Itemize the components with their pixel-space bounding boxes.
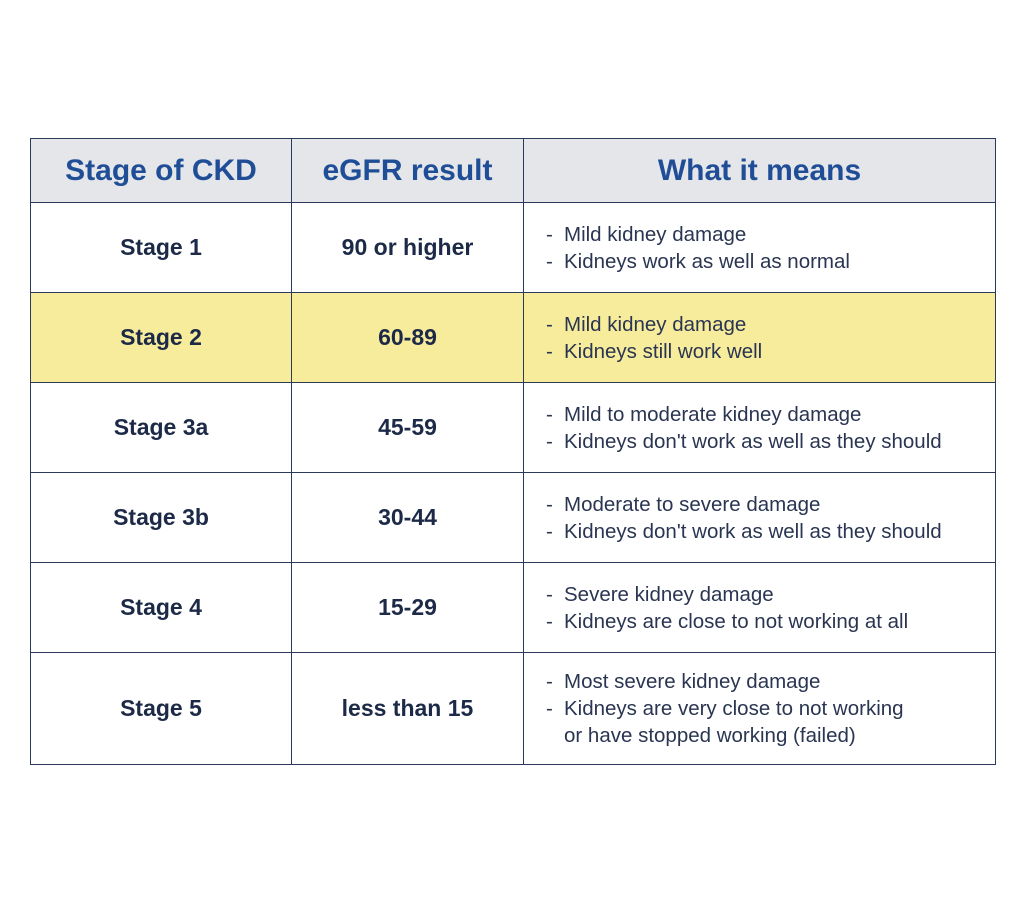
means-line: - Kidneys don't work as well as they shou…	[546, 519, 942, 543]
means-line: - Kidneys are close to not working at all	[546, 609, 909, 633]
means-text: Kidneys are close to not working at all	[564, 609, 909, 633]
means-text: Kidneys work as well as normal	[564, 249, 850, 273]
egfr-cell: 45-59	[291, 382, 524, 473]
means-cell: - Severe kidney damage - Kidneys are close…	[523, 562, 996, 653]
means-text: Moderate to severe damage	[564, 492, 821, 516]
means-text: Severe kidney damage	[564, 582, 774, 606]
stage-cell: Stage 2	[30, 292, 292, 383]
egfr-cell: 15-29	[291, 562, 524, 653]
stage-cell: Stage 3b	[30, 472, 292, 563]
header-means: What it means	[523, 138, 996, 203]
stage-cell: Stage 5	[30, 652, 292, 765]
means-text: or have stopped working (failed)	[564, 724, 856, 747]
egfr-cell: less than 15	[291, 652, 524, 765]
means-text: Kidneys don't work as well as they shoul…	[564, 519, 942, 543]
means-cell: - Mild kidney damage - Kidneys still work …	[523, 292, 996, 383]
means-line: or have stopped working (failed)	[546, 722, 995, 749]
means-text: Mild kidney damage	[564, 222, 747, 246]
means-cell: - Mild to moderate kidney damage - Kidneys…	[523, 382, 996, 473]
means-text: Kidneys still work well	[564, 339, 763, 363]
means-text: Mild kidney damage	[564, 312, 747, 336]
table-row: Stage 5 less than 15 - Most severe kidney…	[30, 652, 996, 765]
means-text: Mild to moderate kidney damage	[564, 402, 862, 426]
means-line: - Kidneys are very close to not working	[546, 697, 904, 720]
means-line: - Kidneys still work well	[546, 339, 763, 363]
header-stage: Stage of CKD	[30, 138, 292, 203]
means-line: - Severe kidney damage	[546, 582, 774, 606]
means-text: Kidneys are very close to not working	[564, 697, 904, 720]
stage-cell: Stage 3a	[30, 382, 292, 473]
means-line: - Kidneys work as well as normal	[546, 249, 850, 273]
egfr-cell: 30-44	[291, 472, 524, 563]
means-text: Most severe kidney damage	[564, 670, 821, 693]
means-cell: - Moderate to severe damage - Kidneys don'…	[523, 472, 996, 563]
means-text: Kidneys don't work as well as they shoul…	[564, 429, 942, 453]
table-row: Stage 3a 45-59 - Mild to moderate kidney …	[30, 382, 996, 473]
egfr-cell: 60-89	[291, 292, 524, 383]
means-line: - Mild kidney damage	[546, 312, 747, 336]
means-line: - Mild kidney damage	[546, 222, 747, 246]
means-line: - Most severe kidney damage	[546, 670, 821, 693]
table-header-row: Stage of CKD eGFR result What it means	[30, 138, 996, 203]
means-line: - Moderate to severe damage	[546, 492, 821, 516]
stage-cell: Stage 4	[30, 562, 292, 653]
table-row: Stage 4 15-29 - Severe kidney damage - Kid…	[30, 562, 996, 653]
means-line: - Mild to moderate kidney damage	[546, 402, 862, 426]
table-row-highlighted: Stage 2 60-89 - Mild kidney damage - Kidne…	[30, 292, 996, 383]
stage-cell: Stage 1	[30, 202, 292, 293]
table-row: Stage 1 90 or higher - Mild kidney damage…	[30, 202, 996, 293]
ckd-stages-table: Stage of CKD eGFR result What it means S…	[30, 138, 996, 765]
means-cell: - Most severe kidney damage - Kidneys are …	[523, 652, 996, 765]
egfr-cell: 90 or higher	[291, 202, 524, 293]
means-cell: - Mild kidney damage - Kidneys work as wel…	[523, 202, 996, 293]
table-row: Stage 3b 30-44 - Moderate to severe damag…	[30, 472, 996, 563]
means-line: - Kidneys don't work as well as they shou…	[546, 429, 942, 453]
header-egfr: eGFR result	[291, 138, 524, 203]
